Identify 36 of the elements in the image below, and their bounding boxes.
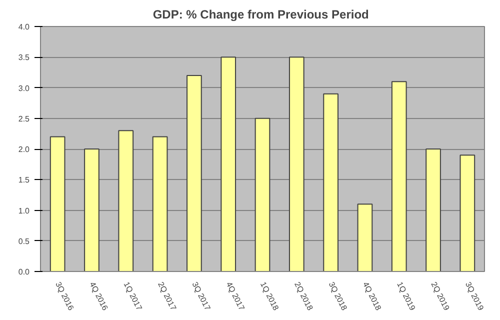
bar bbox=[118, 130, 134, 272]
x-tick-label: 4Q 2018 bbox=[360, 280, 384, 312]
x-tick-label: 3Q 2016 bbox=[54, 280, 76, 312]
x-tick-label: 3Q 2019 bbox=[463, 280, 486, 312]
bar bbox=[357, 204, 373, 272]
y-tick-label: 2.0 bbox=[18, 145, 30, 154]
bar bbox=[50, 136, 66, 272]
y-tick-label: 0.5 bbox=[18, 236, 30, 246]
x-tick-label: 3Q 2018 bbox=[326, 280, 349, 312]
y-tick-label: 4.0 bbox=[18, 22, 30, 32]
bar bbox=[288, 56, 304, 272]
y-tick-label: 1.5 bbox=[18, 176, 30, 185]
x-tick-label: 4Q 2016 bbox=[88, 280, 110, 312]
bar bbox=[186, 75, 202, 272]
bar bbox=[220, 56, 236, 272]
x-tick-label: 2Q 2018 bbox=[292, 280, 315, 312]
chart-title: GDP: % Change from Previous Period bbox=[152, 8, 369, 22]
x-tick-label: 1Q 2018 bbox=[258, 280, 281, 312]
y-tick-label: 2.5 bbox=[18, 114, 30, 124]
bar bbox=[460, 154, 476, 272]
bar bbox=[391, 81, 407, 272]
bar bbox=[323, 93, 338, 272]
x-tick-label: 2Q 2019 bbox=[429, 280, 452, 312]
y-tick-label: 3.0 bbox=[18, 84, 30, 93]
bar bbox=[254, 118, 270, 272]
x-tick-label: 1Q 2019 bbox=[395, 280, 418, 312]
bar bbox=[152, 136, 168, 272]
y-tick-label: 1.0 bbox=[18, 206, 30, 216]
bar bbox=[426, 148, 441, 272]
bar bbox=[84, 148, 100, 272]
x-tick-label: 4Q 2017 bbox=[224, 280, 247, 312]
y-tick-label: 0.0 bbox=[18, 268, 30, 276]
y-tick-label: 3.5 bbox=[18, 53, 30, 62]
x-tick-label: 3Q 2017 bbox=[190, 280, 212, 312]
x-tick-label: 1Q 2017 bbox=[122, 280, 144, 312]
x-tick-label: 2Q 2017 bbox=[156, 280, 178, 312]
